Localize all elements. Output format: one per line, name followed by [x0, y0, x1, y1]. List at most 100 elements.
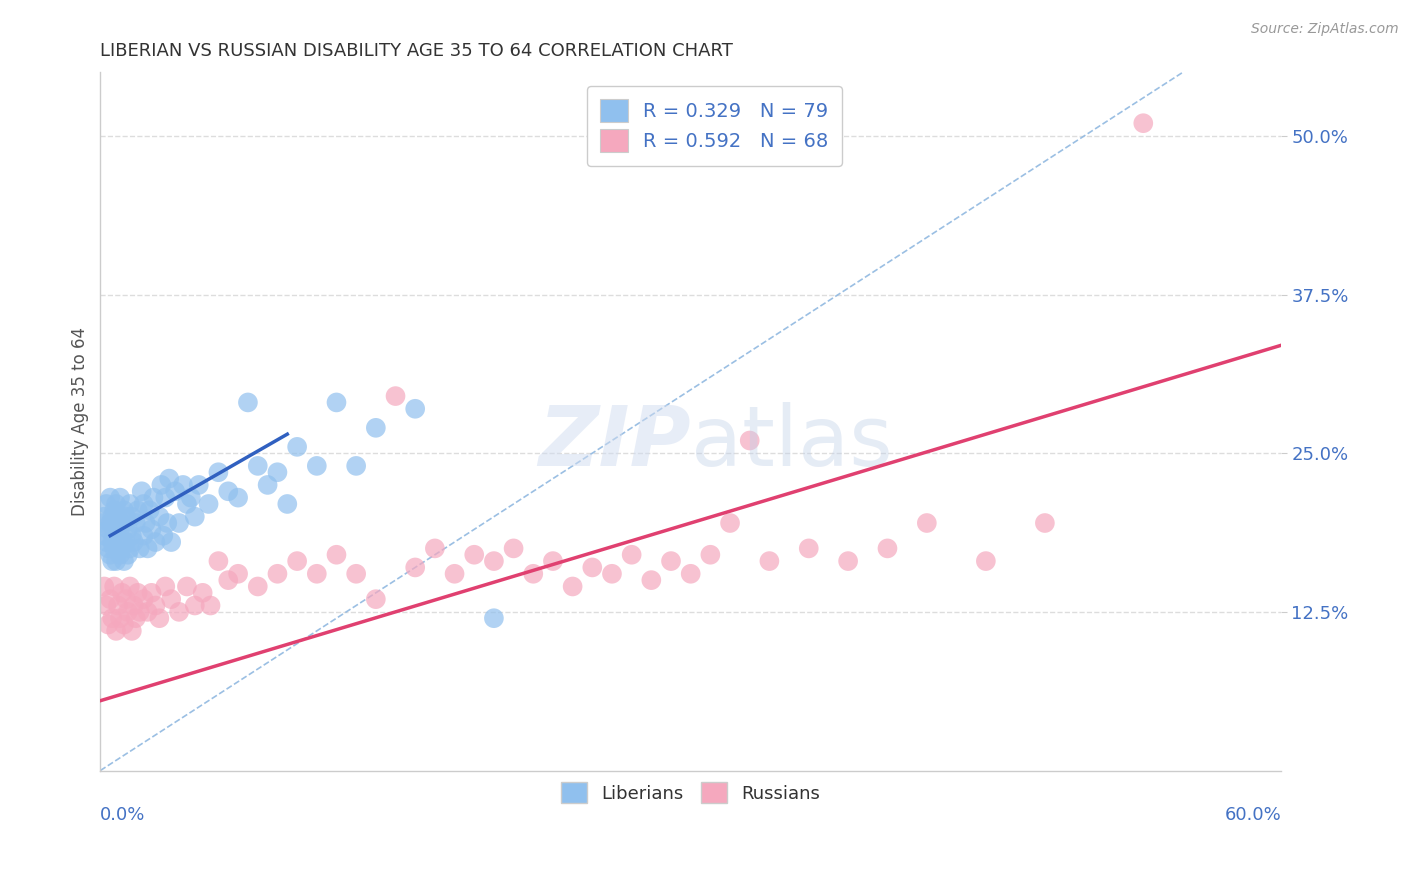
Point: [172, 478, 194, 492]
Point: [112, 617, 135, 632]
Text: Source: ZipAtlas.com: Source: ZipAtlas.com: [1251, 22, 1399, 37]
Point: [246, 579, 269, 593]
Point: [117, 522, 139, 536]
Point: [718, 516, 741, 530]
Point: [128, 605, 150, 619]
Point: [122, 599, 145, 613]
Point: [404, 560, 426, 574]
Point: [145, 535, 167, 549]
Point: [101, 554, 124, 568]
Point: [200, 599, 222, 613]
Point: [463, 548, 485, 562]
Point: [108, 522, 131, 536]
Point: [121, 529, 143, 543]
Point: [160, 592, 183, 607]
Point: [364, 592, 387, 607]
Point: [152, 529, 174, 543]
Point: [482, 554, 505, 568]
Point: [276, 497, 298, 511]
Point: [103, 541, 125, 556]
Point: [217, 484, 239, 499]
Point: [101, 611, 124, 625]
Point: [876, 541, 898, 556]
Point: [96, 535, 118, 549]
Point: [132, 529, 155, 543]
Point: [111, 541, 134, 556]
Point: [97, 522, 120, 536]
Point: [226, 491, 249, 505]
Point: [98, 491, 121, 505]
Point: [404, 401, 426, 416]
Point: [125, 611, 148, 625]
Point: [167, 605, 190, 619]
Point: [758, 554, 780, 568]
Point: [93, 579, 115, 593]
Point: [105, 516, 128, 530]
Point: [482, 611, 505, 625]
Point: [142, 491, 165, 505]
Point: [107, 535, 129, 549]
Point: [226, 566, 249, 581]
Point: [581, 560, 603, 574]
Point: [145, 599, 167, 613]
Point: [121, 509, 143, 524]
Point: [98, 592, 121, 607]
Point: [156, 516, 179, 530]
Point: [974, 554, 997, 568]
Point: [266, 566, 288, 581]
Text: 60.0%: 60.0%: [1225, 806, 1281, 824]
Point: [103, 579, 125, 593]
Point: [122, 535, 145, 549]
Point: [136, 605, 159, 619]
Point: [184, 509, 207, 524]
Point: [97, 617, 120, 632]
Text: LIBERIAN VS RUSSIAN DISABILITY AGE 35 TO 64 CORRELATION CHART: LIBERIAN VS RUSSIAN DISABILITY AGE 35 TO…: [100, 42, 733, 60]
Point: [184, 599, 207, 613]
Point: [101, 535, 124, 549]
Point: [640, 573, 662, 587]
Point: [115, 509, 138, 524]
Point: [197, 497, 219, 511]
Point: [837, 554, 859, 568]
Point: [127, 586, 149, 600]
Point: [115, 535, 138, 549]
Point: [207, 465, 229, 479]
Point: [117, 548, 139, 562]
Point: [132, 497, 155, 511]
Point: [96, 497, 118, 511]
Point: [111, 516, 134, 530]
Point: [105, 624, 128, 638]
Point: [699, 548, 721, 562]
Point: [115, 592, 138, 607]
Point: [141, 586, 163, 600]
Point: [98, 548, 121, 562]
Point: [105, 554, 128, 568]
Point: [148, 611, 170, 625]
Point: [155, 579, 177, 593]
Point: [112, 503, 135, 517]
Point: [128, 541, 150, 556]
Point: [207, 554, 229, 568]
Point: [93, 529, 115, 543]
Point: [541, 554, 564, 568]
Point: [125, 516, 148, 530]
Point: [176, 497, 198, 511]
Point: [176, 579, 198, 593]
Point: [180, 491, 202, 505]
Point: [136, 541, 159, 556]
Point: [191, 586, 214, 600]
Point: [101, 509, 124, 524]
Point: [107, 599, 129, 613]
Point: [344, 566, 367, 581]
Point: [797, 541, 820, 556]
Point: [132, 592, 155, 607]
Point: [443, 566, 465, 581]
Point: [111, 586, 134, 600]
Point: [236, 395, 259, 409]
Point: [344, 458, 367, 473]
Point: [364, 421, 387, 435]
Y-axis label: Disability Age 35 to 64: Disability Age 35 to 64: [72, 327, 89, 516]
Point: [117, 605, 139, 619]
Point: [127, 503, 149, 517]
Point: [305, 566, 328, 581]
